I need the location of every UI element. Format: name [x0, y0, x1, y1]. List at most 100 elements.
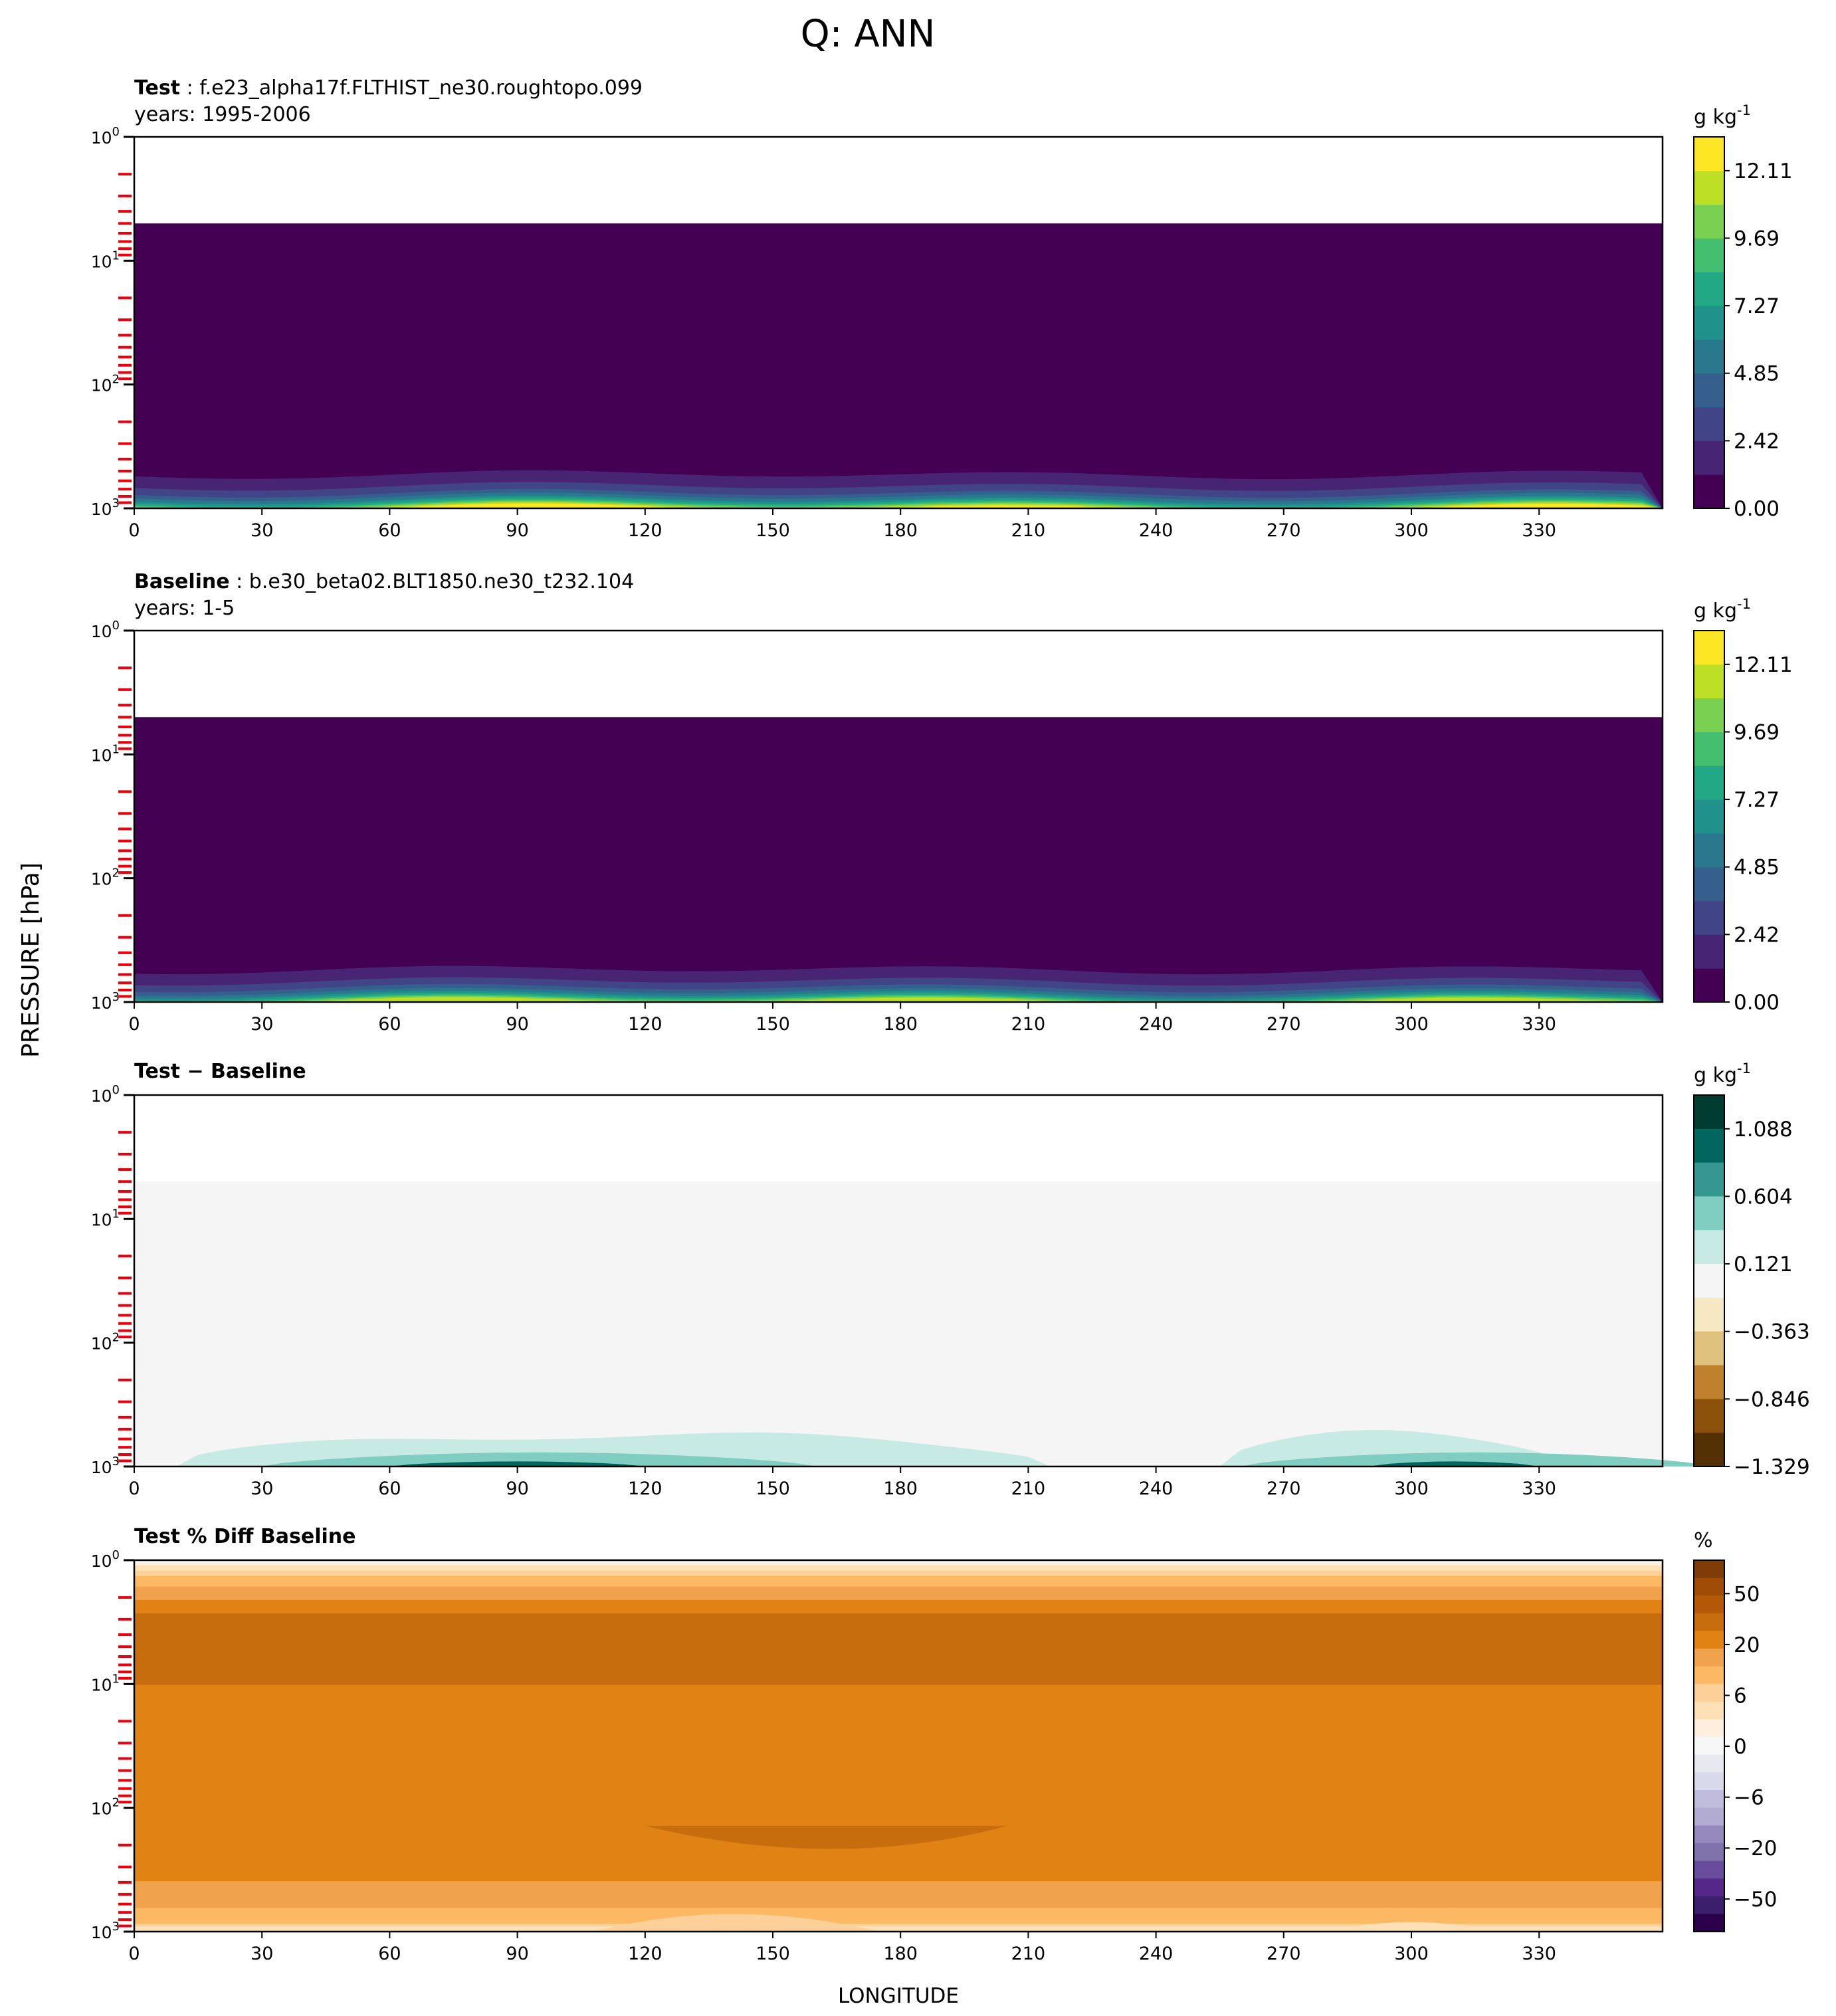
colorbar-segment	[1694, 1896, 1724, 1914]
x-tick-label: 60	[378, 1478, 401, 1499]
pct-band	[134, 1703, 1663, 1707]
colorbar-segment	[1694, 1230, 1724, 1264]
pct-band	[134, 1910, 1663, 1914]
colorbar-segment	[1694, 732, 1724, 766]
x-tick-label: 180	[883, 520, 918, 541]
colorbar-unit: %	[1694, 1529, 1713, 1552]
plot-frame	[133, 1559, 1664, 1933]
pct-band	[134, 1591, 1663, 1595]
pct-band	[134, 1847, 1663, 1850]
pct-band	[134, 1759, 1663, 1763]
pct-band	[134, 1777, 1663, 1781]
colorbar-segment	[1694, 866, 1724, 901]
colorbar-segment	[1694, 1595, 1724, 1614]
x-tick-label: 120	[628, 1478, 663, 1499]
colorbar-tick-label: 2.42	[1734, 923, 1780, 947]
colorbar: 0.00 2.42 4.85 7.27 9.69 12.11 g kg-1	[1693, 596, 1793, 1015]
y-tick-label: 102	[91, 373, 120, 395]
colorbar-tick-label: 0.00	[1734, 497, 1780, 521]
pct-band	[134, 1754, 1663, 1758]
pct-band	[134, 1661, 1663, 1664]
colorbar-tick-label: 0	[1734, 1735, 1747, 1759]
pct-band	[134, 1823, 1663, 1826]
pct-band	[134, 1809, 1663, 1813]
pct-band	[134, 1581, 1663, 1585]
colorbar-tick-label: 1.088	[1734, 1118, 1793, 1142]
colorbar-segment	[1694, 900, 1724, 935]
pct-band	[134, 1791, 1663, 1794]
colorbar-segment	[1694, 1807, 1724, 1826]
x-tick-label: 300	[1394, 1014, 1429, 1035]
pct-band	[134, 1762, 1663, 1765]
x-tick-label: 0	[128, 1014, 140, 1035]
pct-band	[134, 1908, 1663, 1911]
x-tick-label: 270	[1267, 1944, 1301, 1964]
x-tick-label: 330	[1522, 1014, 1556, 1035]
pct-band	[134, 1902, 1663, 1906]
pct-band	[134, 1668, 1663, 1672]
panel-field	[134, 717, 1663, 1002]
pct-band	[134, 1583, 1663, 1587]
colorbar-segment	[1694, 1560, 1724, 1579]
colorbar-tick-label: 50	[1734, 1582, 1760, 1606]
y-tick-label: 102	[91, 866, 120, 889]
pct-band	[134, 1743, 1663, 1747]
pct-band	[134, 1563, 1663, 1566]
colorbar-tick-label: 9.69	[1734, 720, 1780, 744]
pct-band	[134, 1767, 1663, 1770]
colorbar-segment	[1694, 664, 1724, 699]
pct-band	[134, 1905, 1663, 1908]
x-tick-label: 90	[506, 1014, 528, 1035]
pct-band	[134, 1801, 1663, 1805]
pct-band	[134, 1700, 1663, 1704]
y-tick-label: 100	[91, 619, 120, 641]
y-tick-label: 103	[91, 496, 120, 519]
colorbar-tick-label: 0.604	[1734, 1185, 1793, 1209]
colorbar-tick-label: 9.69	[1734, 227, 1780, 251]
contour-level-10	[134, 503, 1663, 508]
y-tick-label: 102	[91, 1796, 120, 1819]
pct-band	[134, 1860, 1663, 1863]
pct-band	[134, 1855, 1663, 1858]
colorbar-tick-label: 2.42	[1734, 429, 1780, 453]
colorbar: 50 20 6 0 −6 −20 −50%	[1693, 1529, 1777, 1932]
pct-band	[134, 1615, 1663, 1619]
pct-band	[134, 1560, 1663, 1563]
colorbar-segment	[1694, 1128, 1724, 1163]
y-tick-label: 101	[91, 1207, 120, 1229]
colorbar-segment	[1694, 1878, 1724, 1897]
plot-frame	[133, 136, 1664, 510]
colorbar-segment	[1694, 1754, 1724, 1773]
x-tick-label: 300	[1394, 1478, 1429, 1499]
pct-band	[134, 1815, 1663, 1818]
colorbar-segment	[1694, 698, 1724, 732]
colorbar-segment	[1694, 170, 1724, 205]
colorbar-segment	[1694, 137, 1724, 171]
pct-band	[134, 1639, 1663, 1643]
x-tick-label: 0	[128, 1944, 140, 1964]
pct-band	[134, 1631, 1663, 1635]
colorbar-segment	[1694, 1297, 1724, 1332]
pct-band	[134, 1870, 1663, 1874]
colorbar-segment	[1694, 1577, 1724, 1596]
pct-band	[134, 1873, 1663, 1876]
x-tick-label: 240	[1139, 1014, 1173, 1035]
pct-band	[134, 1674, 1663, 1678]
pct-band	[134, 1886, 1663, 1890]
pct-band	[134, 1679, 1663, 1683]
colorbar-segment	[1694, 1861, 1724, 1879]
pct-band	[134, 1735, 1663, 1739]
pct-band	[134, 1698, 1663, 1702]
colorbar-segment	[1694, 1790, 1724, 1809]
colorbar-tick-label: −0.363	[1734, 1320, 1810, 1344]
pct-band	[134, 1817, 1663, 1821]
colorbar-segment	[1694, 1737, 1724, 1756]
colorbar-segment	[1694, 204, 1724, 239]
pct-band	[134, 1626, 1663, 1630]
colorbar-tick-label: 0.121	[1734, 1253, 1793, 1276]
colorbar-segment	[1694, 1613, 1724, 1631]
pct-band	[134, 1663, 1663, 1667]
x-tick-label: 240	[1139, 520, 1173, 541]
figure-title: Q: ANN	[801, 13, 936, 56]
pct-band	[134, 1865, 1663, 1868]
